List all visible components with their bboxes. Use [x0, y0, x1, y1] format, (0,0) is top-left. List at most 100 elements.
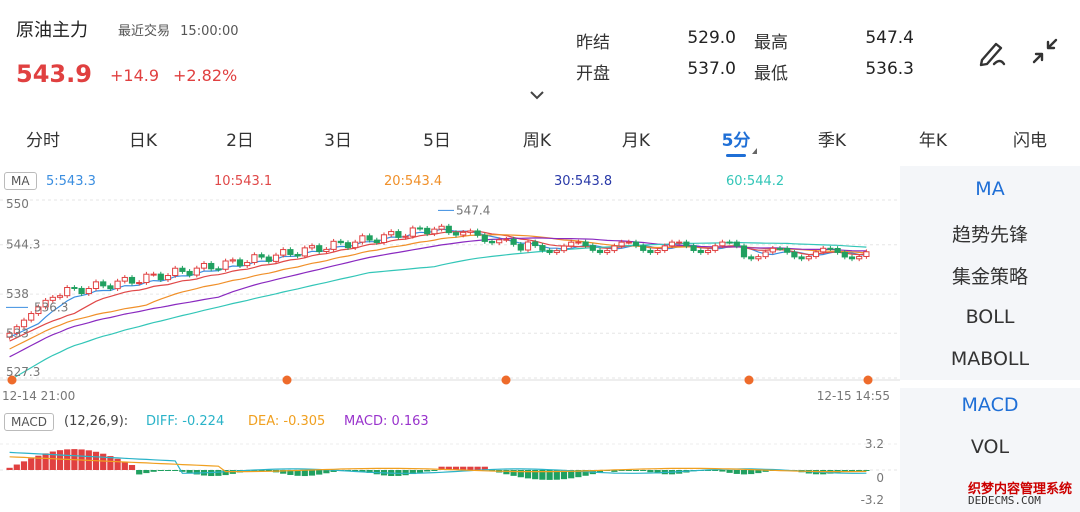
macd-bar	[28, 458, 35, 470]
indicator-ma[interactable]: MA	[975, 178, 1005, 200]
price-label: 544.3	[6, 238, 40, 252]
macd-bar	[740, 470, 748, 475]
candle-body	[424, 227, 431, 235]
macd-bar	[596, 470, 604, 473]
tab-fenshi[interactable]: 分时	[26, 131, 60, 151]
candle-body	[848, 256, 856, 260]
tab-dropdown-icon[interactable]	[752, 148, 757, 154]
macd-bar	[157, 470, 164, 471]
macd-bar	[287, 470, 294, 475]
candle-body	[596, 249, 604, 254]
candle-body	[748, 256, 755, 260]
candle-body	[100, 281, 107, 287]
price-change: +14.9	[110, 66, 160, 85]
open-label: 开盘	[576, 64, 610, 84]
macd-bar	[625, 470, 632, 471]
price-change-pct: +2.82%	[173, 66, 238, 85]
collapse-icon[interactable]	[1028, 34, 1064, 70]
candle-body	[460, 231, 467, 236]
candle-body	[740, 245, 748, 258]
macd-bar	[6, 467, 13, 470]
candle-body	[647, 249, 654, 254]
candle-body	[539, 245, 546, 251]
candle-body	[863, 251, 870, 257]
price-label: 538	[6, 287, 29, 301]
macd-bar	[560, 470, 568, 480]
max-price-label: 547.4	[456, 203, 490, 217]
price-label: 550	[6, 197, 29, 211]
indicator-boll[interactable]: BOLL	[965, 306, 1015, 328]
candle-body	[733, 241, 740, 247]
draw-icon[interactable]	[974, 34, 1010, 70]
tab-5min[interactable]: 5分	[721, 131, 751, 151]
indicator-macd[interactable]: MACD	[961, 394, 1019, 416]
indicator-fund[interactable]: 集金策略	[951, 266, 1028, 288]
session-dot	[7, 375, 17, 385]
kline-chart[interactable]: 550 544.3 538 536.3 533 527.3 547.4 12-14 21:00…	[0, 192, 900, 404]
candle-body	[697, 249, 704, 254]
macd-bar	[179, 470, 186, 472]
ma10-value: 10:543.1	[214, 174, 273, 189]
chevron-down-icon[interactable]	[528, 88, 546, 102]
session-dot	[863, 375, 873, 385]
macd-bar	[762, 470, 769, 472]
candle-body	[704, 249, 712, 254]
last-trade-time: 15:00:00	[180, 24, 239, 39]
indicator-vol[interactable]: VOL	[970, 436, 1010, 458]
candle-body	[143, 273, 150, 284]
tab-2day[interactable]: 2日	[226, 131, 254, 151]
ma60-value: 60:544.2	[726, 174, 785, 189]
candle-body	[280, 249, 287, 256]
indicator-maboll[interactable]: MABOLL	[950, 348, 1030, 370]
macd-chart[interactable]: 3.2 0 -3.2	[0, 434, 900, 512]
candle-body	[496, 239, 503, 244]
macd-badge[interactable]: MACD	[4, 413, 54, 431]
candle-body	[136, 282, 143, 285]
tab-3day[interactable]: 3日	[324, 131, 352, 151]
macd-bar	[539, 470, 546, 480]
macd-bar	[42, 453, 49, 470]
candle-body	[676, 241, 683, 244]
candle-body	[632, 241, 640, 247]
candle-body	[402, 235, 409, 238]
candle-body	[359, 235, 366, 243]
candle-body	[157, 273, 164, 281]
macd-bar	[316, 470, 323, 475]
tab-yearly[interactable]: 年K	[918, 131, 948, 151]
price-label: 527.3	[6, 365, 40, 379]
macd-bar	[719, 470, 726, 472]
macd-bar	[445, 466, 452, 470]
ma30-value: 30:543.8	[554, 174, 613, 189]
tab-daily[interactable]: 日K	[128, 131, 158, 151]
tab-monthly[interactable]: 月K	[621, 131, 651, 151]
macd-bar	[186, 470, 193, 474]
candle-body	[503, 238, 510, 241]
macd-bar	[143, 470, 150, 474]
macd-bar	[863, 470, 870, 471]
candle-body	[474, 230, 481, 236]
ma-line	[9, 230, 867, 342]
tab-quarterly[interactable]: 季K	[817, 131, 847, 151]
candle-body	[265, 256, 272, 262]
price-label: 533	[6, 326, 29, 340]
tab-flash[interactable]: 闪电	[1013, 131, 1047, 151]
tab-5day[interactable]: 5日	[423, 131, 451, 151]
macd-bar	[172, 470, 179, 471]
candle-body	[258, 254, 265, 258]
macd-bar	[280, 470, 287, 474]
tab-weekly[interactable]: 周K	[522, 131, 552, 151]
high-value: 547.4	[865, 28, 914, 48]
candle-body	[668, 241, 676, 247]
candle-body	[172, 267, 179, 277]
candle-body	[553, 250, 560, 254]
candle-body	[287, 249, 294, 255]
candle-body	[294, 253, 301, 257]
prev-settle-value: 529.0	[687, 28, 736, 48]
candle-body	[409, 227, 416, 237]
candle-body	[92, 281, 100, 290]
macd-line	[9, 456, 867, 473]
candle-body	[532, 241, 539, 247]
ma-badge[interactable]: MA	[4, 172, 37, 190]
macd-bar	[553, 470, 560, 480]
indicator-trend[interactable]: 趋势先锋	[951, 224, 1028, 246]
